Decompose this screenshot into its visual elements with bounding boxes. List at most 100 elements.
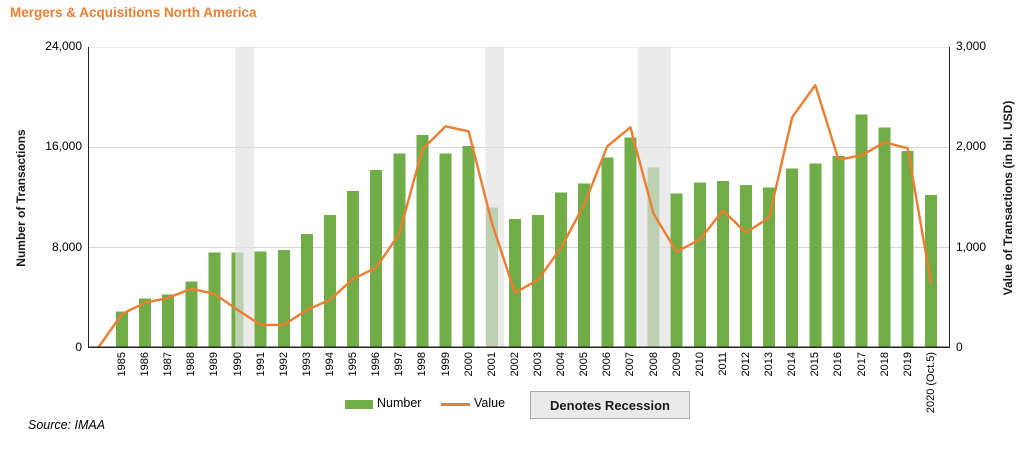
x-label-text: 2009	[670, 352, 683, 377]
y-right-axis-title: Value of Transactions (in bil. USD)	[1001, 100, 1015, 296]
y-right-tick-0: 0	[956, 340, 963, 354]
bar-1988	[185, 281, 198, 348]
x-label-text: 2019	[901, 352, 914, 377]
x-label-text: 1999	[439, 352, 452, 377]
y-left-tick-16,000: 16,000	[45, 139, 82, 154]
bar-1993	[300, 233, 313, 348]
bar-2018	[878, 127, 891, 348]
x-label-1991: 1991	[253, 352, 269, 436]
x-label-text: 2013	[763, 352, 776, 377]
bar-2003	[531, 215, 544, 348]
x-label-text: 2010	[693, 352, 706, 377]
x-label-2011: 2011	[715, 352, 731, 436]
bar-1992	[277, 250, 290, 348]
bar-2000	[462, 146, 475, 348]
x-label-1993: 1993	[299, 352, 315, 436]
x-label-1985: 1985	[114, 352, 130, 436]
y-right-tick-2,000: 2,000	[956, 139, 987, 154]
x-label-text: 1998	[416, 352, 429, 377]
x-label-text: 2003	[531, 352, 544, 377]
bar-1995	[347, 191, 360, 348]
bar-2012	[739, 184, 752, 348]
y-left-axis-title: Number of Transactions	[14, 129, 28, 267]
bar-2007	[624, 137, 637, 348]
x-label-text: 2015	[809, 352, 822, 377]
bar-1991	[254, 251, 267, 348]
chart-title: Mergers & Acquisitions North America	[10, 5, 257, 20]
x-label-text: 2008	[647, 352, 660, 377]
x-label-1999: 1999	[438, 352, 454, 436]
x-label-text: 2011	[716, 352, 729, 376]
x-label-text: 1990	[231, 352, 244, 377]
bar-1996	[370, 169, 383, 348]
bar-2005	[578, 183, 591, 348]
bar-2014	[786, 168, 799, 348]
x-label-text: 1994	[323, 352, 336, 377]
recession-band-0	[235, 47, 255, 348]
legend-value-label: Value	[474, 396, 506, 410]
x-label-1992: 1992	[276, 352, 292, 436]
x-label-2014: 2014	[784, 352, 800, 436]
bar-2009	[670, 193, 683, 348]
x-label-text: 2016	[832, 352, 845, 377]
bar-2002	[508, 218, 521, 348]
x-label-text: 2018	[878, 352, 891, 377]
x-label-text: 1988	[185, 352, 198, 377]
bar-2015	[809, 163, 822, 348]
y-right-tick-3,000: 3,000	[956, 39, 987, 53]
legend-value-line-swatch	[441, 403, 470, 406]
x-label-text: 2006	[601, 352, 614, 377]
x-label-text: 2004	[555, 352, 568, 377]
recession-band-1	[485, 47, 505, 348]
x-label-1997: 1997	[391, 352, 407, 436]
bar-1998	[416, 134, 429, 348]
bar-1997	[393, 153, 406, 348]
bar-2017	[855, 114, 868, 348]
x-label-text: 2020 (Oct.5)	[924, 352, 937, 414]
bar-2004	[555, 192, 568, 348]
x-label-2017: 2017	[854, 352, 870, 436]
x-label-text: 1986	[139, 352, 152, 377]
bar-1999	[439, 153, 452, 348]
x-label-text: 1996	[370, 352, 383, 377]
x-label-text: 1991	[254, 352, 267, 377]
x-label-2002: 2002	[507, 352, 523, 436]
x-label-2018: 2018	[877, 352, 893, 436]
x-label-1996: 1996	[368, 352, 384, 436]
x-label-2001: 2001	[484, 352, 500, 436]
x-label-text: 1995	[347, 352, 360, 377]
recession-band-2	[637, 47, 671, 348]
x-label-text: 1993	[300, 352, 313, 377]
x-label-2012: 2012	[738, 352, 754, 436]
legend-number-swatch	[345, 400, 373, 409]
bar-2016	[832, 156, 845, 348]
x-label-1990: 1990	[230, 352, 246, 436]
x-label-1994: 1994	[322, 352, 338, 436]
x-label-1987: 1987	[160, 352, 176, 436]
bar-1987	[162, 294, 175, 348]
x-label-2010: 2010	[692, 352, 708, 436]
x-label-text: 1989	[208, 352, 221, 377]
x-label-1988: 1988	[183, 352, 199, 436]
x-label-2013: 2013	[761, 352, 777, 436]
x-label-text: 1985	[116, 352, 128, 377]
x-label-text: 2005	[578, 352, 591, 377]
x-label-1995: 1995	[345, 352, 361, 436]
x-label-2000: 2000	[461, 352, 477, 436]
source-text: Source: IMAA	[28, 418, 106, 432]
x-label-2016: 2016	[830, 352, 846, 436]
y-left-tick-24,000: 24,000	[45, 39, 82, 53]
x-label-text: 1997	[393, 352, 406, 377]
bar-1994	[323, 215, 336, 348]
bar-1989	[208, 252, 221, 348]
plot-area	[88, 47, 950, 348]
recession-legend-box: Denotes Recession	[530, 391, 690, 419]
x-label-text: 2014	[786, 352, 799, 377]
legend-number-label: Number	[377, 396, 422, 410]
x-label-text: 2000	[462, 352, 475, 377]
x-label-1998: 1998	[414, 352, 430, 436]
x-label-text: 1992	[277, 352, 290, 377]
y-left-tick-0: 0	[75, 340, 82, 354]
bar-1985	[116, 311, 128, 348]
x-label-text: 2002	[508, 352, 521, 377]
